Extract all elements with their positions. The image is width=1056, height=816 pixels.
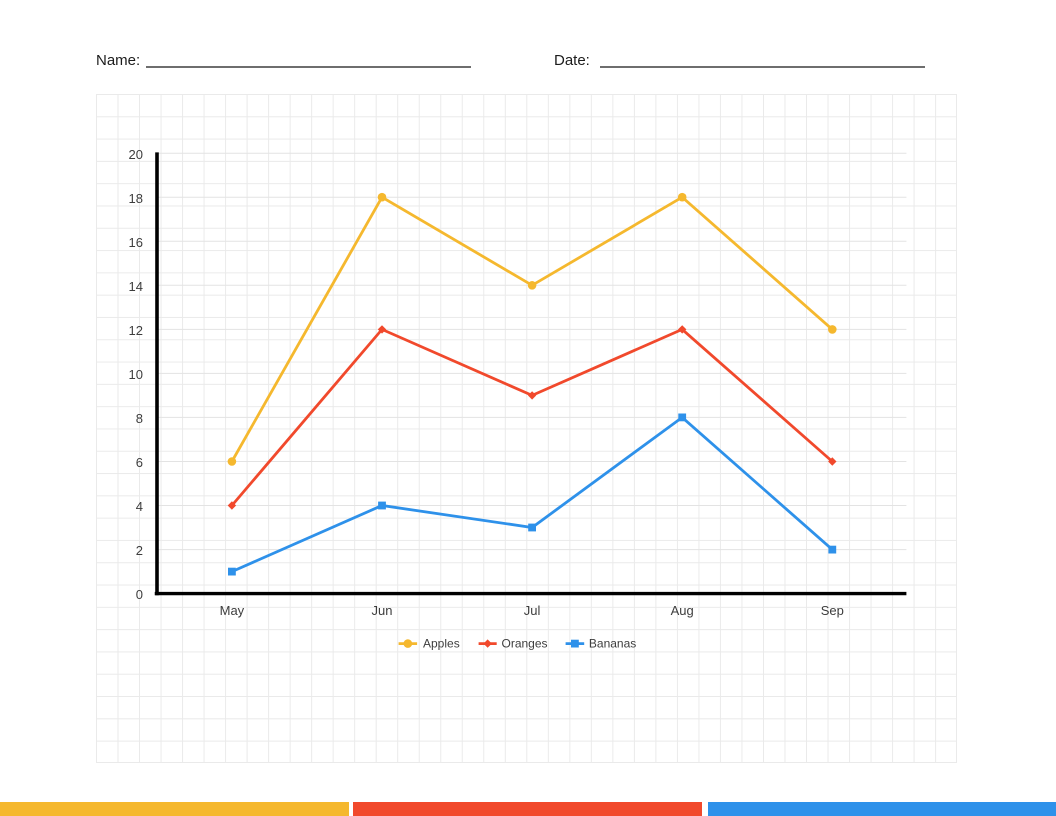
svg-text:14: 14 [129, 279, 143, 294]
svg-text:6: 6 [136, 455, 143, 470]
svg-text:2: 2 [136, 543, 143, 558]
svg-text:Oranges: Oranges [502, 637, 548, 651]
svg-text:0: 0 [136, 587, 143, 602]
svg-text:Apples: Apples [423, 637, 460, 651]
svg-text:Bananas: Bananas [589, 637, 636, 651]
svg-text:Sep: Sep [821, 603, 844, 618]
svg-text:4: 4 [136, 499, 143, 514]
svg-text:16: 16 [129, 235, 143, 250]
svg-text:8: 8 [136, 411, 143, 426]
svg-text:18: 18 [129, 191, 143, 206]
svg-text:10: 10 [129, 367, 143, 382]
svg-text:Jun: Jun [372, 603, 393, 618]
svg-text:May: May [220, 603, 245, 618]
svg-text:12: 12 [129, 323, 143, 338]
svg-text:Aug: Aug [671, 603, 694, 618]
svg-text:20: 20 [129, 147, 143, 162]
svg-text:Jul: Jul [524, 603, 541, 618]
